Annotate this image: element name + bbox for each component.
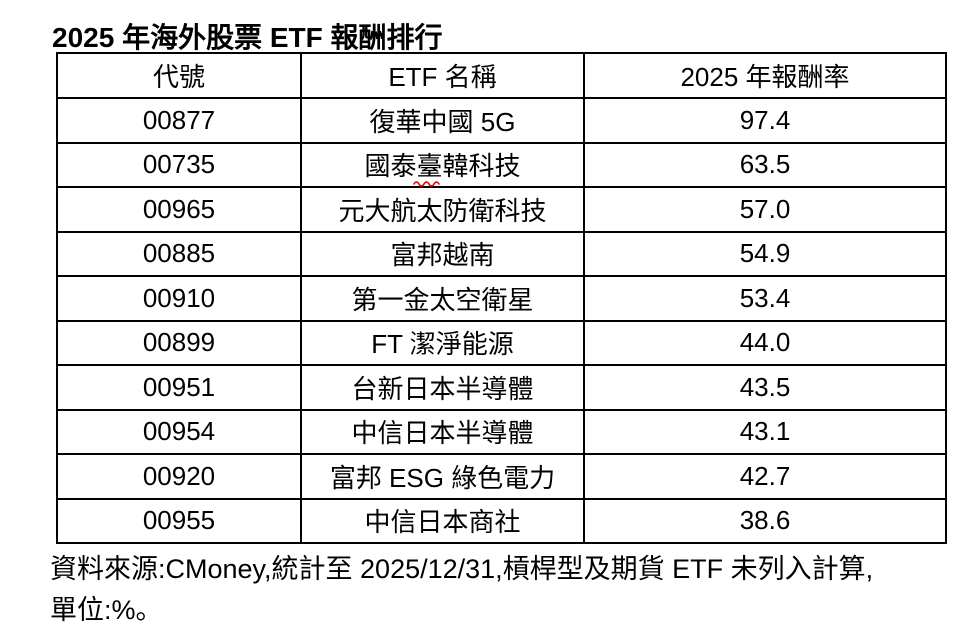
cell-return: 43.1 [583, 408, 947, 455]
column-header-return: 2025 年報酬率 [583, 52, 947, 99]
cell-return: 42.7 [583, 453, 947, 500]
cell-code: 00735 [56, 141, 302, 188]
spellcheck-squiggle-icon [413, 181, 440, 187]
cell-name: 國泰臺韓科技 [300, 141, 585, 188]
cell-name: FT 潔淨能源 [300, 319, 585, 366]
cell-code: 00951 [56, 364, 302, 411]
cell-code: 00920 [56, 453, 302, 500]
table-row: 00954 中信日本半導體 43.1 [56, 408, 947, 455]
cell-return: 63.5 [583, 141, 947, 188]
table-header-row: 代號 ETF 名稱 2025 年報酬率 [56, 52, 947, 99]
column-header-name: ETF 名稱 [300, 52, 585, 99]
column-header-code: 代號 [56, 52, 302, 99]
cell-code: 00885 [56, 230, 302, 277]
source-note: 資料來源:CMoney,統計至 2025/12/31,槓桿型及期貨 ETF 未列… [50, 549, 873, 631]
cell-code: 00965 [56, 186, 302, 233]
cell-name: 台新日本半導體 [300, 364, 585, 411]
cell-name: 富邦 ESG 綠色電力 [300, 453, 585, 500]
table-row: 00735 國泰臺韓科技 63.5 [56, 141, 947, 188]
cell-return: 44.0 [583, 319, 947, 366]
page-title: 2025 年海外股票 ETF 報酬排行 [52, 22, 443, 53]
table-row: 00965 元大航太防衛科技 57.0 [56, 186, 947, 233]
cell-code: 00955 [56, 497, 302, 544]
cell-code: 00954 [56, 408, 302, 455]
cell-name: 中信日本半導體 [300, 408, 585, 455]
cell-name: 富邦越南 [300, 230, 585, 277]
table-row: 00899 FT 潔淨能源 44.0 [56, 319, 947, 366]
source-note-line1: 資料來源:CMoney,統計至 2025/12/31,槓桿型及期貨 ETF 未列… [50, 554, 874, 584]
cell-name: 復華中國 5G [300, 97, 585, 144]
etf-return-table: 代號 ETF 名稱 2025 年報酬率 00877 復華中國 5G 97.4 0073… [56, 52, 947, 544]
source-note-line2: 單位:%。 [50, 595, 163, 625]
cell-return: 53.4 [583, 275, 947, 322]
cell-name: 中信日本商社 [300, 497, 585, 544]
table-row: 00955 中信日本商社 38.6 [56, 497, 947, 544]
cell-name: 元大航太防衛科技 [300, 186, 585, 233]
cell-return: 97.4 [583, 97, 947, 144]
table-row: 00951 台新日本半導體 43.5 [56, 364, 947, 411]
cell-return: 43.5 [583, 364, 947, 411]
table-body: 00877 復華中國 5G 97.4 00735 國泰臺韓科技 63.5 00965 元大航太… [56, 97, 947, 544]
cell-name: 第一金太空衛星 [300, 275, 585, 322]
cell-return: 38.6 [583, 497, 947, 544]
table-row: 00885 富邦越南 54.9 [56, 230, 947, 277]
table-row: 00877 復華中國 5G 97.4 [56, 97, 947, 144]
cell-code: 00910 [56, 275, 302, 322]
table-row: 00910 第一金太空衛星 53.4 [56, 275, 947, 322]
table-row: 00920 富邦 ESG 綠色電力 42.7 [56, 453, 947, 500]
cell-return: 54.9 [583, 230, 947, 277]
cell-code: 00877 [56, 97, 302, 144]
cell-return: 57.0 [583, 186, 947, 233]
cell-code: 00899 [56, 319, 302, 366]
